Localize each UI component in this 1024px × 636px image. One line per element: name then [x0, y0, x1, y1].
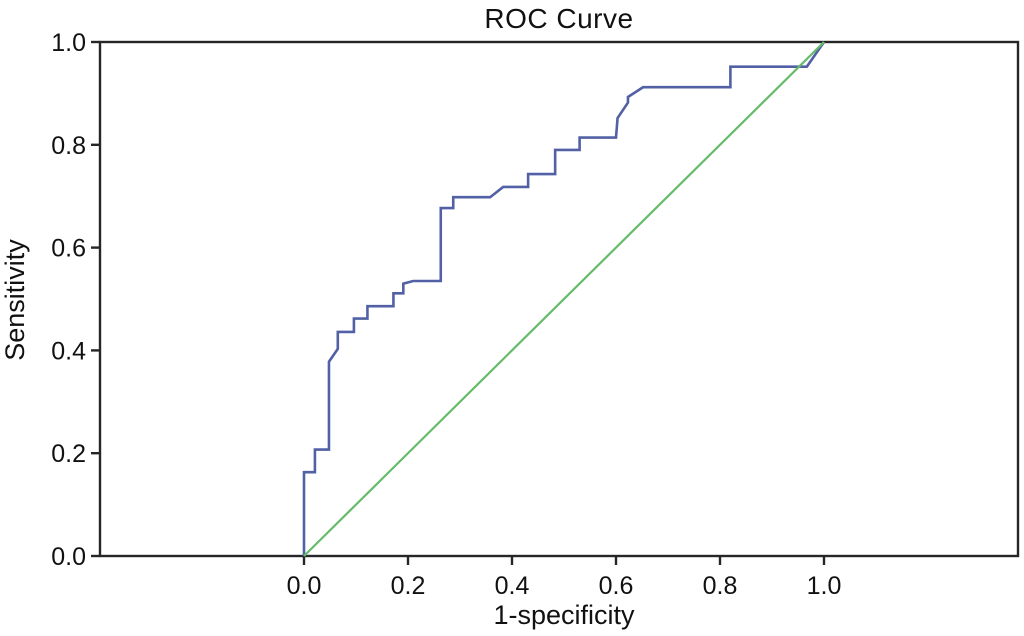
x-axis-tick-label: 0.8 — [703, 572, 738, 600]
y-axis-tick-label: 0.6 — [51, 235, 86, 263]
y-axis-tick-label: 1.0 — [51, 29, 86, 57]
x-axis-tick-label: 0.2 — [391, 572, 426, 600]
x-axis-tick-label: 1.0 — [807, 572, 842, 600]
x-axis-tick-label: 0.6 — [599, 572, 634, 600]
plot-frame — [98, 40, 1020, 558]
x-axis-tick-label: 0.4 — [495, 572, 530, 600]
y-axis-tick-label: 0.4 — [51, 337, 86, 365]
x-axis-ticks: 0.0 0.2 0.4 0.6 0.8 1.0 — [287, 556, 842, 600]
chart-title: ROC Curve — [484, 3, 633, 34]
series-group — [302, 41, 826, 557]
reference-diagonal-line — [303, 41, 825, 557]
y-axis-tick-label: 0.8 — [51, 132, 86, 160]
x-axis-label: 1-specificity — [493, 600, 635, 630]
y-axis-tick-label: 0.2 — [51, 440, 86, 468]
y-axis-label: Sensitivity — [0, 239, 30, 361]
roc-curve-line — [302, 41, 826, 556]
y-axis-ticks: 0.0 0.2 0.4 0.6 0.8 1.0 — [51, 29, 100, 571]
x-axis-tick-label: 0.0 — [287, 572, 322, 600]
y-axis-tick-label: 0.0 — [51, 543, 86, 571]
